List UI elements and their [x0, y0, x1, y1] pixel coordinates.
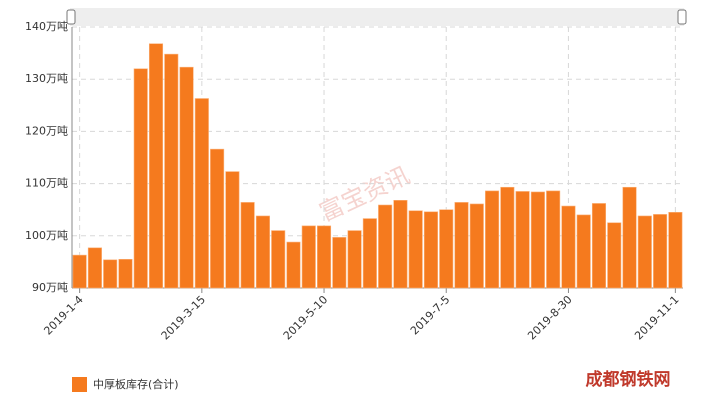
bar [637, 215, 652, 289]
bar [591, 203, 607, 289]
bar [500, 186, 515, 289]
bar [72, 254, 87, 289]
bar [286, 241, 301, 289]
bar [362, 218, 377, 289]
bar [148, 43, 164, 289]
bar [408, 210, 423, 289]
bar [225, 171, 240, 289]
x-tick-label: 2019-3-15 [159, 293, 208, 342]
bar [378, 204, 393, 289]
y-tick-label: 90万吨 [32, 281, 68, 294]
y-tick-label: 140万吨 [25, 20, 68, 33]
bar [210, 148, 225, 289]
bar [561, 205, 576, 289]
x-tick-label: 2019-7-5 [408, 293, 453, 338]
x-tick-label: 2019-5-10 [281, 293, 330, 342]
legend-label: 中厚板库存(合计) [93, 377, 179, 391]
bar [668, 212, 683, 289]
bar [317, 225, 332, 289]
bar [133, 68, 148, 289]
bar [530, 191, 545, 289]
x-tick-label: 2019-8-30 [525, 293, 574, 342]
y-tick-label: 130万吨 [25, 72, 68, 85]
bar [454, 202, 469, 289]
bar [240, 202, 255, 289]
scroll-handle-left[interactable] [66, 9, 76, 25]
bar [546, 190, 561, 289]
bar [255, 215, 270, 289]
bar [515, 191, 530, 289]
y-tick-label: 100万吨 [25, 229, 68, 242]
bar [622, 186, 637, 289]
bar [103, 259, 118, 289]
bar [393, 200, 408, 289]
bar [164, 53, 179, 289]
bar [469, 203, 484, 289]
bar [347, 230, 362, 289]
x-tick-label: 2019-11-1 [632, 293, 681, 342]
bar [439, 209, 454, 289]
bar [194, 98, 209, 289]
bar [332, 237, 347, 289]
x-tick-label: 2019-1-4 [41, 293, 86, 338]
bar [87, 247, 102, 289]
y-tick-label: 110万吨 [25, 177, 68, 190]
scroll-handle-right[interactable] [677, 9, 687, 25]
logo: 成都钢铁网 [586, 369, 671, 390]
bar [653, 214, 668, 289]
legend-swatch [72, 377, 87, 392]
bar [118, 258, 133, 289]
bar [301, 225, 316, 289]
bar [607, 222, 622, 289]
scrollbar[interactable] [70, 8, 684, 26]
y-tick-label: 120万吨 [25, 124, 68, 137]
bar [179, 66, 194, 289]
bar [423, 211, 438, 289]
bar [485, 190, 500, 289]
bar [576, 214, 591, 289]
bar [271, 230, 286, 289]
